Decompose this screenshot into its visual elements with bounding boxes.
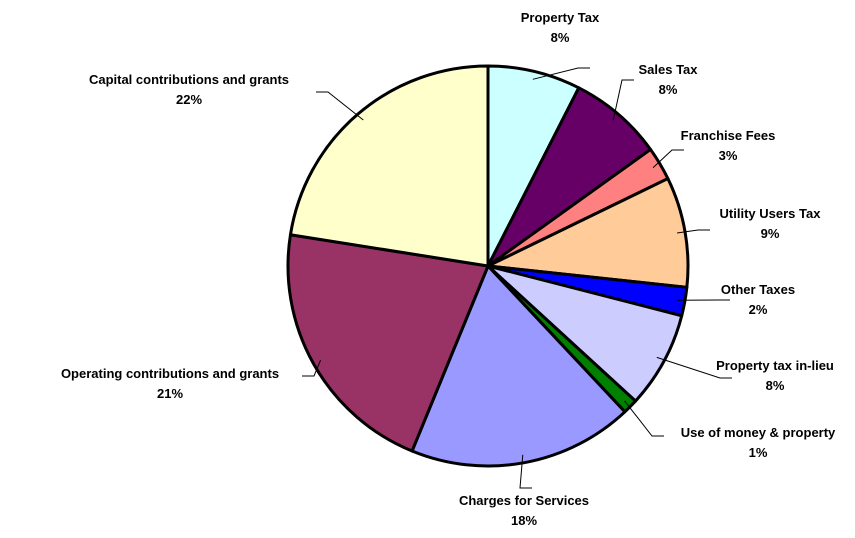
slice-label-name: Charges for Services (459, 493, 589, 508)
slice-label-sales-tax: Sales Tax 8% (638, 62, 698, 97)
slice-label-name: Operating contributions and grants (61, 366, 279, 381)
slice-label-percent: 9% (761, 226, 780, 241)
pie-slice-sales-tax (486, 86, 653, 268)
slice-label-percent: 8% (766, 378, 785, 393)
slice-label-percent: 22% (176, 92, 202, 107)
slice-label-percent: 18% (511, 513, 537, 528)
pie-slice-capital-contributions-and-grants (288, 64, 490, 268)
slice-label-name: Property Tax (521, 10, 600, 25)
slice-label-operating-contributions-and-grants: Operating contributions and grants 21% (61, 366, 279, 401)
slice-label-utility-users-tax: Utility Users Tax 9% (720, 206, 822, 241)
slice-label-name: Other Taxes (721, 282, 795, 297)
slice-label-capital-contributions-and-grants: Capital contributions and grants 22% (89, 72, 289, 107)
leader-line-sales-tax (612, 79, 634, 121)
slice-label-franchise-fees: Franchise Fees 3% (681, 128, 776, 163)
pie-slices (286, 64, 690, 468)
leader-line-franchise-fees (652, 149, 684, 169)
slice-labels: Property Tax 8% Sales Tax 8% Franchise Fees 3… (61, 10, 836, 528)
slice-label-name: Sales Tax (638, 62, 698, 77)
slice-label-name: Capital contributions and grants (89, 72, 289, 87)
leader-line-property-tax (532, 67, 590, 80)
slice-label-name: Use of money & property (681, 425, 836, 440)
slice-label-other-taxes: Other Taxes 2% (721, 282, 795, 317)
slice-label-charges-for-services: Charges for Services 18% (459, 493, 589, 528)
slice-label-name: Utility Users Tax (720, 206, 822, 221)
slice-label-percent: 8% (659, 82, 678, 97)
slice-label-property-tax-in-lieu: Property tax in-lieu 8% (716, 358, 834, 393)
slice-label-name: Franchise Fees (681, 128, 776, 143)
leader-lines (302, 67, 732, 489)
pie-slice-charges-for-services (410, 264, 627, 468)
slice-label-percent: 8% (551, 30, 570, 45)
slice-label-percent: 3% (719, 148, 738, 163)
leader-line-charges-for-services (519, 454, 532, 489)
slice-label-property-tax: Property Tax 8% (521, 10, 600, 45)
pie-slice-operating-contributions-and-grants (286, 233, 490, 453)
leader-line-utility-users-tax (677, 229, 710, 234)
slice-label-percent: 2% (749, 302, 768, 317)
leader-line-capital-contributions-and-grants (316, 91, 364, 121)
slice-label-use-of-money-property: Use of money & property 1% (681, 425, 836, 460)
leader-line-use-of-money-property (624, 400, 664, 437)
slice-label-name: Property tax in-lieu (716, 358, 834, 373)
slice-label-percent: 21% (157, 386, 183, 401)
pie-slice-property-tax-in-lieu (486, 264, 684, 403)
leader-line-operating-contributions-and-grants (302, 359, 322, 377)
leader-line-property-tax-in-lieu (656, 356, 732, 379)
slice-label-percent: 1% (749, 445, 768, 460)
